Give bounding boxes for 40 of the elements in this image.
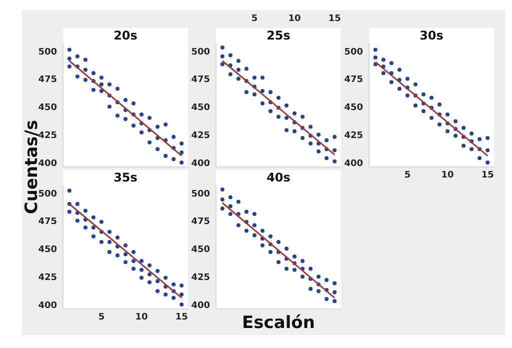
y-tick-label: 425	[191, 131, 210, 142]
y-tick-label: 425	[38, 273, 57, 284]
y-tick-label: 450	[38, 103, 57, 114]
y-tick-label: 500	[38, 189, 57, 200]
x-tick-label: 5	[98, 312, 105, 323]
y-tick-label: 450	[191, 103, 210, 114]
y-tick-label: 500	[38, 47, 57, 58]
y-tick-label: 475	[38, 75, 57, 86]
y-tick-label: 450	[191, 245, 210, 256]
chart-title: 40s	[266, 170, 290, 185]
x-axis-title: Escalón	[242, 313, 315, 333]
x-tick-label: 15	[175, 312, 188, 323]
x-tick-label: 15	[481, 170, 494, 181]
y-tick-label: 425	[191, 273, 210, 284]
y-tick-label: 475	[344, 75, 363, 86]
y-tick-label: 400	[38, 300, 57, 311]
y-tick-label: 450	[344, 103, 363, 114]
chart-title: 30s	[420, 28, 444, 43]
y-tick-label: 425	[344, 131, 363, 142]
y-tick-label: 400	[344, 158, 363, 169]
x-tick-label: 5	[404, 170, 411, 181]
chart-title: 35s	[114, 170, 138, 185]
y-tick-label: 500	[344, 47, 363, 58]
y-tick-label: 400	[191, 300, 210, 311]
chart-title: 25s	[266, 28, 290, 43]
x-tick-label: 10	[441, 170, 454, 181]
y-tick-label: 450	[38, 245, 57, 256]
y-tick-label: 475	[191, 217, 210, 228]
y-tick-label: 425	[38, 131, 57, 142]
y-tick-label: 500	[191, 47, 210, 58]
y-tick-label: 400	[38, 158, 57, 169]
x2-tick-label: 5	[251, 14, 258, 24]
y-tick-label: 475	[38, 217, 57, 228]
y-tick-label: 400	[191, 158, 210, 169]
x2-tick-label: 10	[288, 14, 301, 24]
x-tick-label: 10	[135, 312, 148, 323]
x2-tick-label: 15	[328, 14, 341, 24]
y-tick-label: 500	[191, 189, 210, 200]
chart-title: 20s	[114, 28, 138, 43]
y-tick-label: 475	[191, 75, 210, 86]
